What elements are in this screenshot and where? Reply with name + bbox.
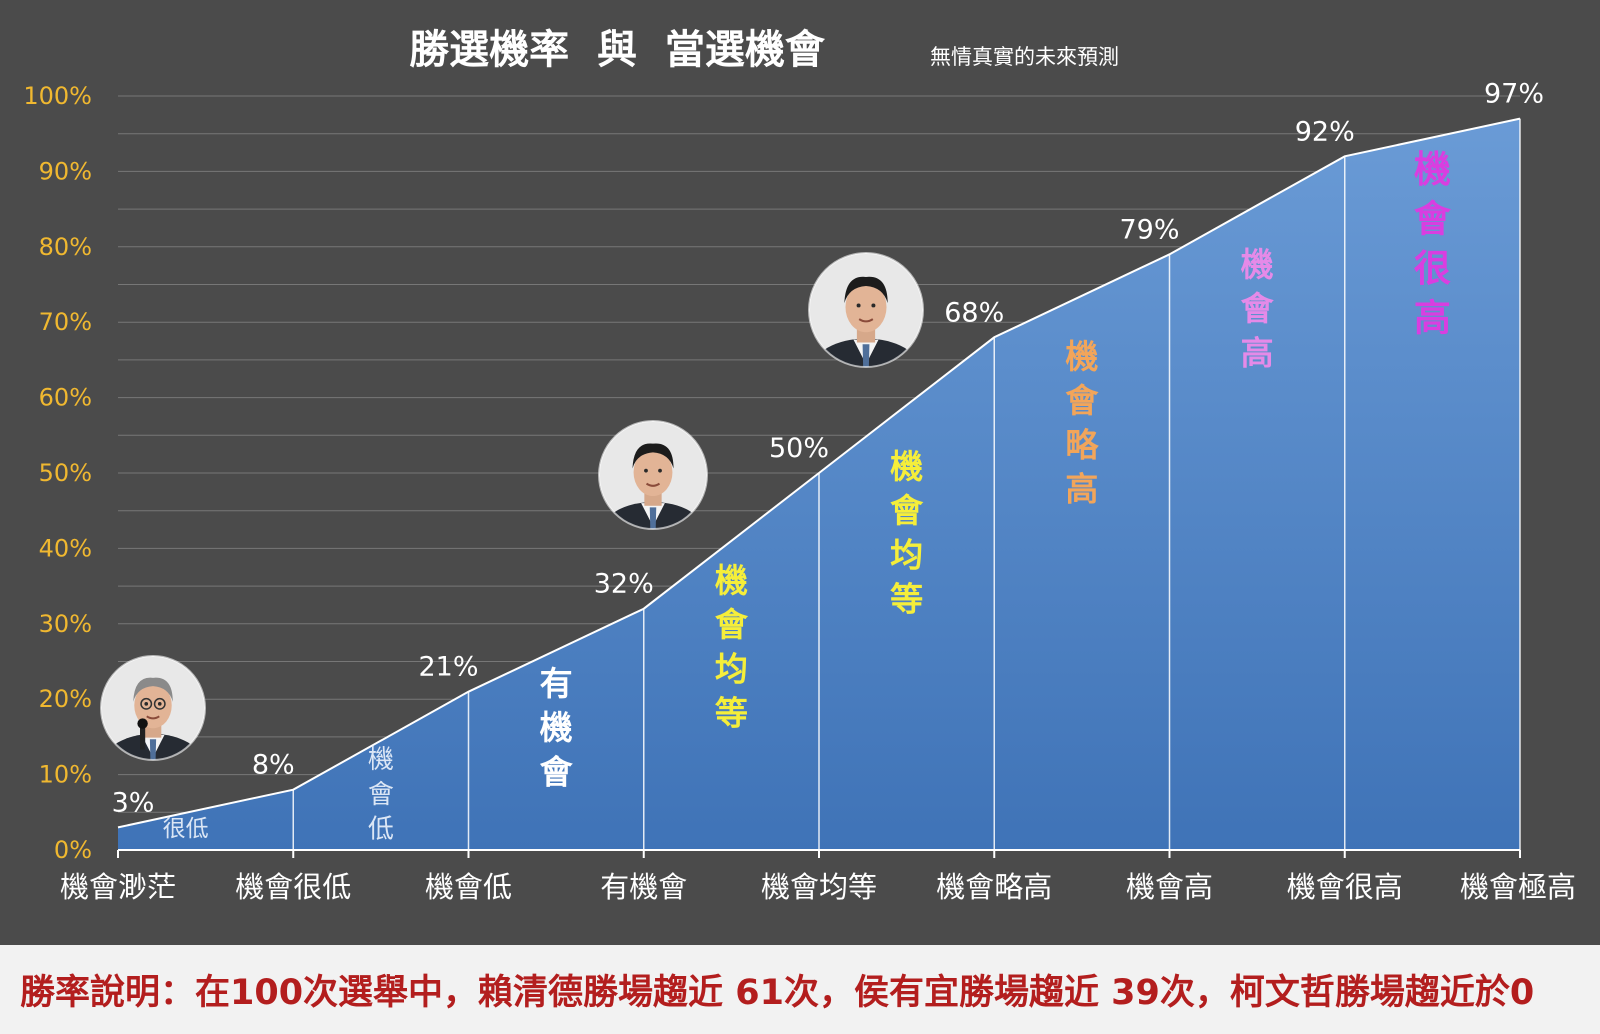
x-category-label: 機會高 [1126, 870, 1213, 904]
x-category-label: 機會均等 [761, 870, 877, 904]
probability-area-chart: 0%10%20%30%40%50%60%70%80%90%100% 機會渺茫 機會… [0, 0, 1600, 945]
data-label: 97% [1484, 79, 1544, 110]
x-category-label: 機會渺茫 [60, 870, 176, 904]
chart-title: 勝選機率 與 當選機會 [409, 27, 826, 73]
data-label: 3% [112, 787, 155, 818]
y-tick-label: 50% [39, 459, 92, 487]
data-label: 79% [1119, 214, 1179, 245]
data-label: 92% [1295, 116, 1355, 147]
y-tick-label: 40% [39, 534, 92, 562]
region-label: 機會很高 [1414, 148, 1452, 340]
x-category-label: 機會低 [425, 870, 512, 904]
data-label: 32% [594, 569, 654, 600]
x-category-label: 機會很高 [1287, 870, 1403, 904]
y-tick-label: 100% [23, 82, 92, 110]
data-label: 50% [769, 433, 829, 464]
y-tick-label: 80% [39, 233, 92, 261]
candidate-portrait-hou [598, 420, 708, 530]
x-axis: 機會渺茫 機會很低 機會低 有機會 機會均等 機會略高 機會高 機會很高 機會極高 [60, 870, 1576, 904]
x-category-label: 機會極高 [1460, 870, 1576, 904]
data-label: 21% [418, 652, 478, 683]
y-tick-label: 60% [39, 384, 92, 412]
x-category-label: 機會略高 [936, 870, 1052, 904]
y-axis: 0% 10% 20% 30% 40% 50% 60% 70% 80% 90% 100% [23, 82, 92, 864]
region-label: 機會均等 [715, 561, 749, 733]
y-tick-label: 20% [39, 685, 92, 713]
portraits [100, 252, 924, 761]
y-tick-label: 0% [54, 836, 92, 864]
candidate-portrait-lai [808, 252, 924, 368]
x-category-label: 機會很低 [235, 870, 351, 904]
y-tick-label: 70% [39, 308, 92, 336]
data-label: 68% [944, 297, 1004, 328]
y-tick-label: 10% [39, 761, 92, 789]
region-label: 很低 [163, 816, 209, 842]
region-label: 機會均等 [890, 447, 924, 619]
region-label: 有機會 [540, 664, 574, 791]
x-category-label: 有機會 [600, 870, 687, 904]
data-label: 8% [252, 750, 295, 781]
footer-explanation: 勝率說明：在100次選舉中，賴清德勝場趨近 61次，侯有宜勝場趨近 39次，柯文… [20, 973, 1535, 1013]
chart-subtitle: 無情真實的未來預測 [930, 45, 1119, 69]
candidate-portrait-ko [100, 655, 206, 761]
category-dividers [117, 118, 1521, 858]
region-label: 機會低 [368, 745, 394, 845]
point-labels: 3% 8% 21% 32% 50% 68% 79% 92% 97% [112, 79, 1544, 819]
region-label: 機會略高 [1065, 337, 1099, 509]
y-tick-label: 30% [39, 610, 92, 638]
region-label: 機會高 [1241, 245, 1275, 372]
y-tick-label: 90% [39, 157, 92, 185]
